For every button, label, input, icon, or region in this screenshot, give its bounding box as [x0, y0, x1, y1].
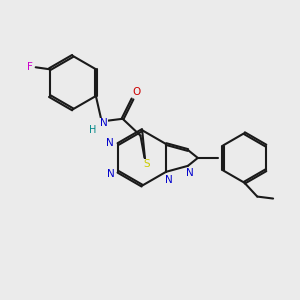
Text: N: N	[106, 138, 114, 148]
Text: F: F	[27, 62, 33, 72]
Text: N: N	[186, 168, 194, 178]
Text: N: N	[107, 169, 115, 179]
Text: S: S	[143, 159, 150, 169]
Text: N: N	[165, 175, 173, 185]
Text: H: H	[89, 125, 97, 135]
Text: N: N	[100, 118, 108, 128]
Text: O: O	[132, 87, 141, 97]
